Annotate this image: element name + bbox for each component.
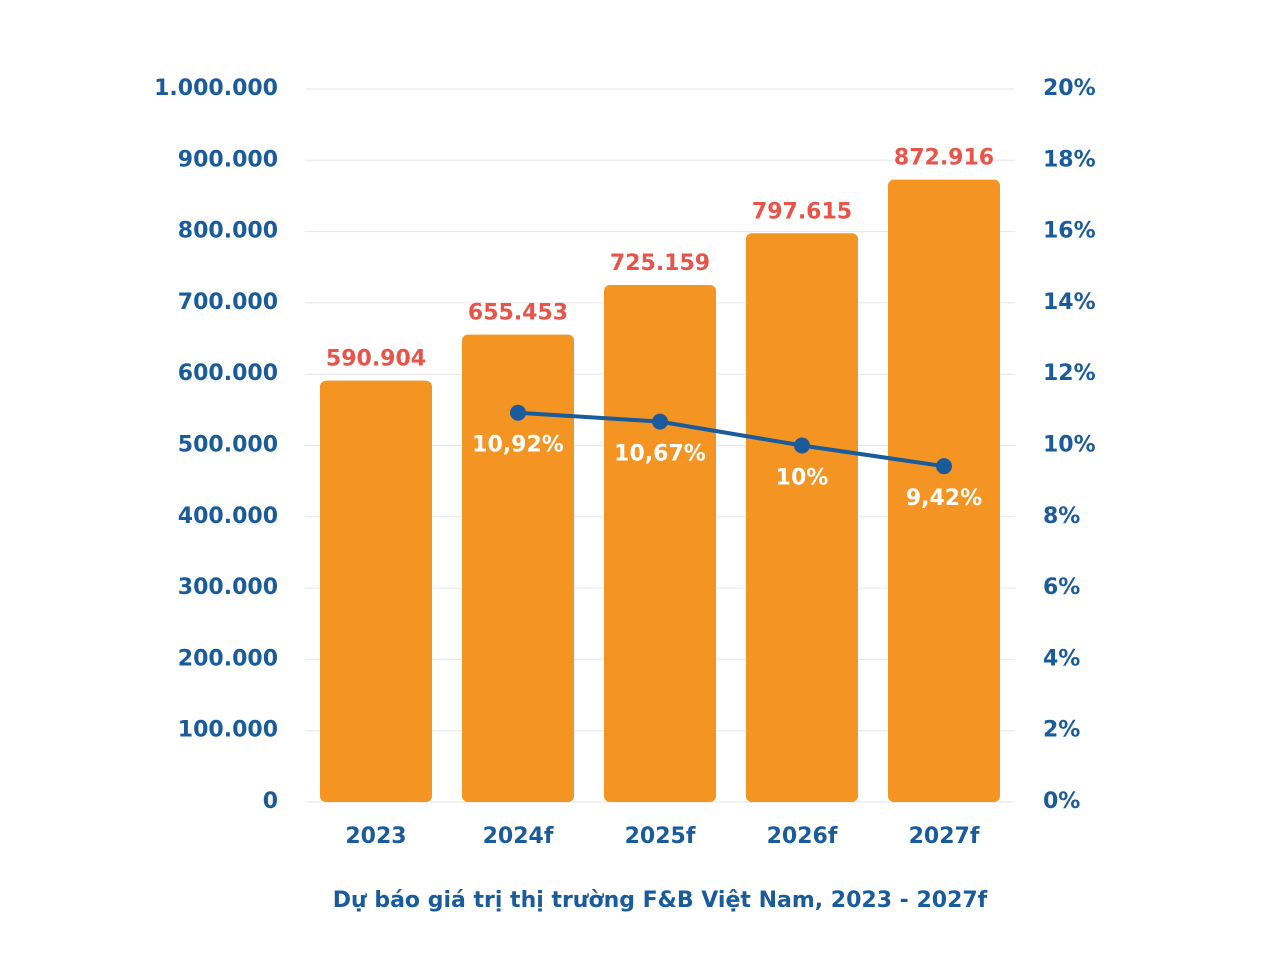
bar <box>746 233 858 802</box>
chart-title: Dự báo giá trị thị trường F&B Việt Nam, … <box>333 888 988 913</box>
y2-tick-label: 14% <box>1043 290 1096 315</box>
y2-tick-label: 12% <box>1043 361 1096 386</box>
y-tick-label: 800.000 <box>178 219 278 244</box>
bar-value-label: 655.453 <box>468 301 568 326</box>
bar-value-label: 797.615 <box>752 199 852 224</box>
line-value-label: 9,42% <box>906 486 982 511</box>
y-tick-label: 200.000 <box>178 646 278 671</box>
y2-tick-label: 2% <box>1043 718 1080 743</box>
y-tick-label: 0 <box>263 789 278 814</box>
line <box>517 410 945 469</box>
line-value-label: 10,92% <box>472 433 564 458</box>
y2-tick-label: 8% <box>1043 504 1080 529</box>
y-tick-label: 600.000 <box>178 361 278 386</box>
x-tick-label: 2024f <box>483 824 554 849</box>
line-point <box>936 458 952 475</box>
y-tick-label: 400.000 <box>178 504 278 529</box>
bar <box>604 284 716 802</box>
bar-value-label: 590.904 <box>326 347 426 372</box>
line-value-label: 10,67% <box>614 442 706 467</box>
y2-tick-label: 4% <box>1043 646 1080 671</box>
y2-tick-label: 20% <box>1043 76 1096 101</box>
bar-value-label: 872.916 <box>894 146 994 171</box>
x-tick-label: 2023 <box>345 824 406 849</box>
bar-value-label: 725.159 <box>610 251 710 276</box>
y-tick-label: 1.000.000 <box>154 76 278 101</box>
x-tick-label: 2027f <box>909 824 980 849</box>
y-tick-label: 300.000 <box>178 575 278 600</box>
line-point <box>510 404 526 421</box>
y2-tick-label: 16% <box>1043 219 1096 244</box>
bar <box>462 334 574 802</box>
y2-tick-label: 18% <box>1043 147 1096 172</box>
y2-tick-label: 10% <box>1043 433 1096 458</box>
y2-tick-label: 0% <box>1043 789 1080 814</box>
y-tick-label: 700.000 <box>178 290 278 315</box>
x-tick-label: 2025f <box>625 824 696 849</box>
line-point <box>652 413 668 430</box>
line-point <box>794 437 810 454</box>
x-tick-label: 2026f <box>767 824 838 849</box>
bar <box>888 179 1000 802</box>
line-value-label: 10% <box>776 466 829 491</box>
y-tick-label: 500.000 <box>178 433 278 458</box>
y-tick-label: 900.000 <box>178 147 278 172</box>
y2-tick-label: 6% <box>1043 575 1080 600</box>
y-tick-label: 100.000 <box>178 718 278 743</box>
bar <box>320 380 432 802</box>
